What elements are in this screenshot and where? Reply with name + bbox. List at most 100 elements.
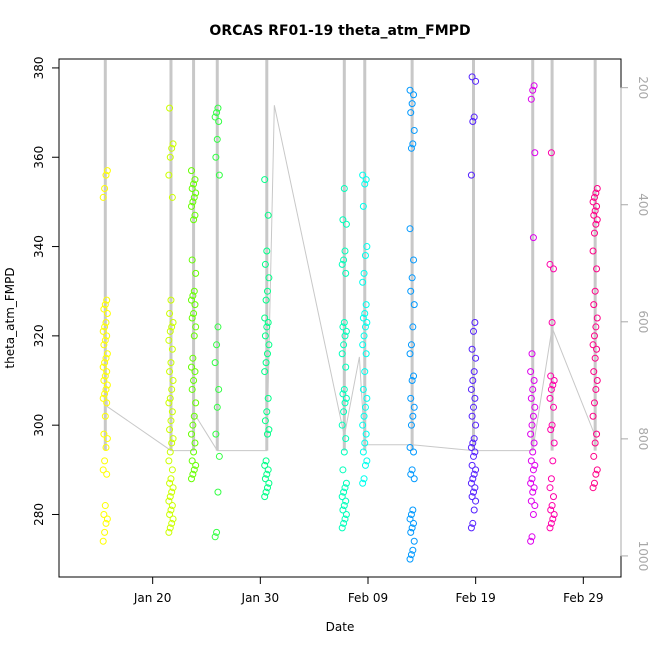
data-point	[190, 448, 198, 456]
data-point	[550, 510, 558, 518]
data-point	[471, 394, 479, 402]
data-point	[342, 363, 350, 371]
pressure-path-line	[104, 105, 596, 452]
data-point	[471, 484, 479, 492]
data-point	[166, 510, 174, 518]
data-point	[472, 497, 480, 505]
data-point	[166, 104, 174, 112]
data-point	[359, 278, 367, 286]
data-point	[262, 296, 270, 304]
data-point	[360, 269, 368, 277]
data-point	[166, 310, 174, 318]
data-point	[410, 256, 418, 264]
data-point	[407, 144, 415, 152]
data-point	[362, 430, 370, 438]
data-point	[407, 528, 415, 536]
data-point	[409, 506, 417, 514]
data-point	[410, 448, 418, 456]
data-point	[471, 318, 479, 326]
data-point	[169, 140, 177, 148]
data-point	[548, 318, 556, 326]
series-rf11	[546, 149, 558, 532]
data-point	[212, 430, 220, 438]
data-point	[529, 412, 537, 420]
data-point	[342, 327, 350, 335]
data-point	[410, 301, 418, 309]
data-point	[407, 551, 415, 559]
data-point	[338, 421, 346, 429]
data-point	[547, 519, 555, 527]
data-point	[363, 394, 371, 402]
data-point	[549, 515, 557, 523]
data-point	[338, 524, 346, 532]
data-point	[410, 372, 418, 380]
data-point	[359, 341, 367, 349]
x-tick-label: Feb 19	[455, 591, 495, 605]
data-point	[103, 350, 111, 358]
x-tick-label: Feb 29	[563, 591, 603, 605]
data-point	[341, 399, 349, 407]
data-point	[103, 435, 111, 443]
data-point	[189, 292, 197, 300]
data-point	[103, 310, 111, 318]
data-point	[471, 448, 479, 456]
data-point	[360, 332, 368, 340]
data-point	[192, 269, 200, 277]
data-point	[469, 118, 477, 126]
data-point	[191, 301, 199, 309]
data-point	[359, 421, 367, 429]
data-point	[341, 515, 349, 523]
data-point	[263, 484, 271, 492]
data-point	[191, 211, 199, 219]
data-point	[529, 488, 537, 496]
y-axis-label: theta_atm_FMPD	[3, 267, 17, 368]
data-point	[340, 385, 348, 393]
data-point	[530, 377, 538, 385]
data-point	[261, 475, 269, 483]
data-point	[531, 502, 539, 510]
data-point	[530, 82, 538, 90]
data-point	[340, 448, 348, 456]
data-point	[360, 412, 368, 420]
data-point	[166, 524, 174, 532]
data-point	[188, 256, 196, 264]
data-point	[341, 332, 349, 340]
data-point	[550, 439, 558, 447]
data-point	[213, 341, 221, 349]
data-point	[528, 475, 536, 483]
data-point	[547, 372, 555, 380]
chart-title: ORCAS RF01-19 theta_atm_FMPD	[209, 23, 470, 39]
data-point	[338, 260, 346, 268]
data-point	[470, 368, 478, 376]
data-point	[530, 484, 538, 492]
data-point	[342, 269, 350, 277]
data-point	[192, 399, 200, 407]
data-point	[593, 430, 601, 438]
data-point	[187, 296, 195, 304]
data-point	[340, 318, 348, 326]
data-point	[168, 466, 176, 474]
series-rf04	[211, 104, 223, 541]
data-point	[169, 515, 177, 523]
data-point	[165, 497, 173, 505]
y-tick-label: 300	[32, 414, 46, 437]
data-point	[100, 377, 108, 385]
data-point	[190, 332, 198, 340]
data-point	[262, 359, 270, 367]
data-point	[103, 399, 111, 407]
data-point	[189, 354, 197, 362]
data-point	[589, 198, 597, 206]
data-point	[342, 394, 350, 402]
data-point	[101, 323, 109, 331]
data-point	[590, 229, 598, 237]
data-point	[361, 180, 369, 188]
data-point	[261, 260, 269, 268]
data-point	[593, 185, 601, 192]
data-point	[527, 394, 535, 402]
data-point	[165, 457, 173, 465]
data-point	[549, 457, 557, 465]
data-point	[548, 421, 556, 429]
data-point	[590, 452, 598, 460]
data-point	[410, 519, 418, 527]
data-point	[169, 377, 177, 385]
